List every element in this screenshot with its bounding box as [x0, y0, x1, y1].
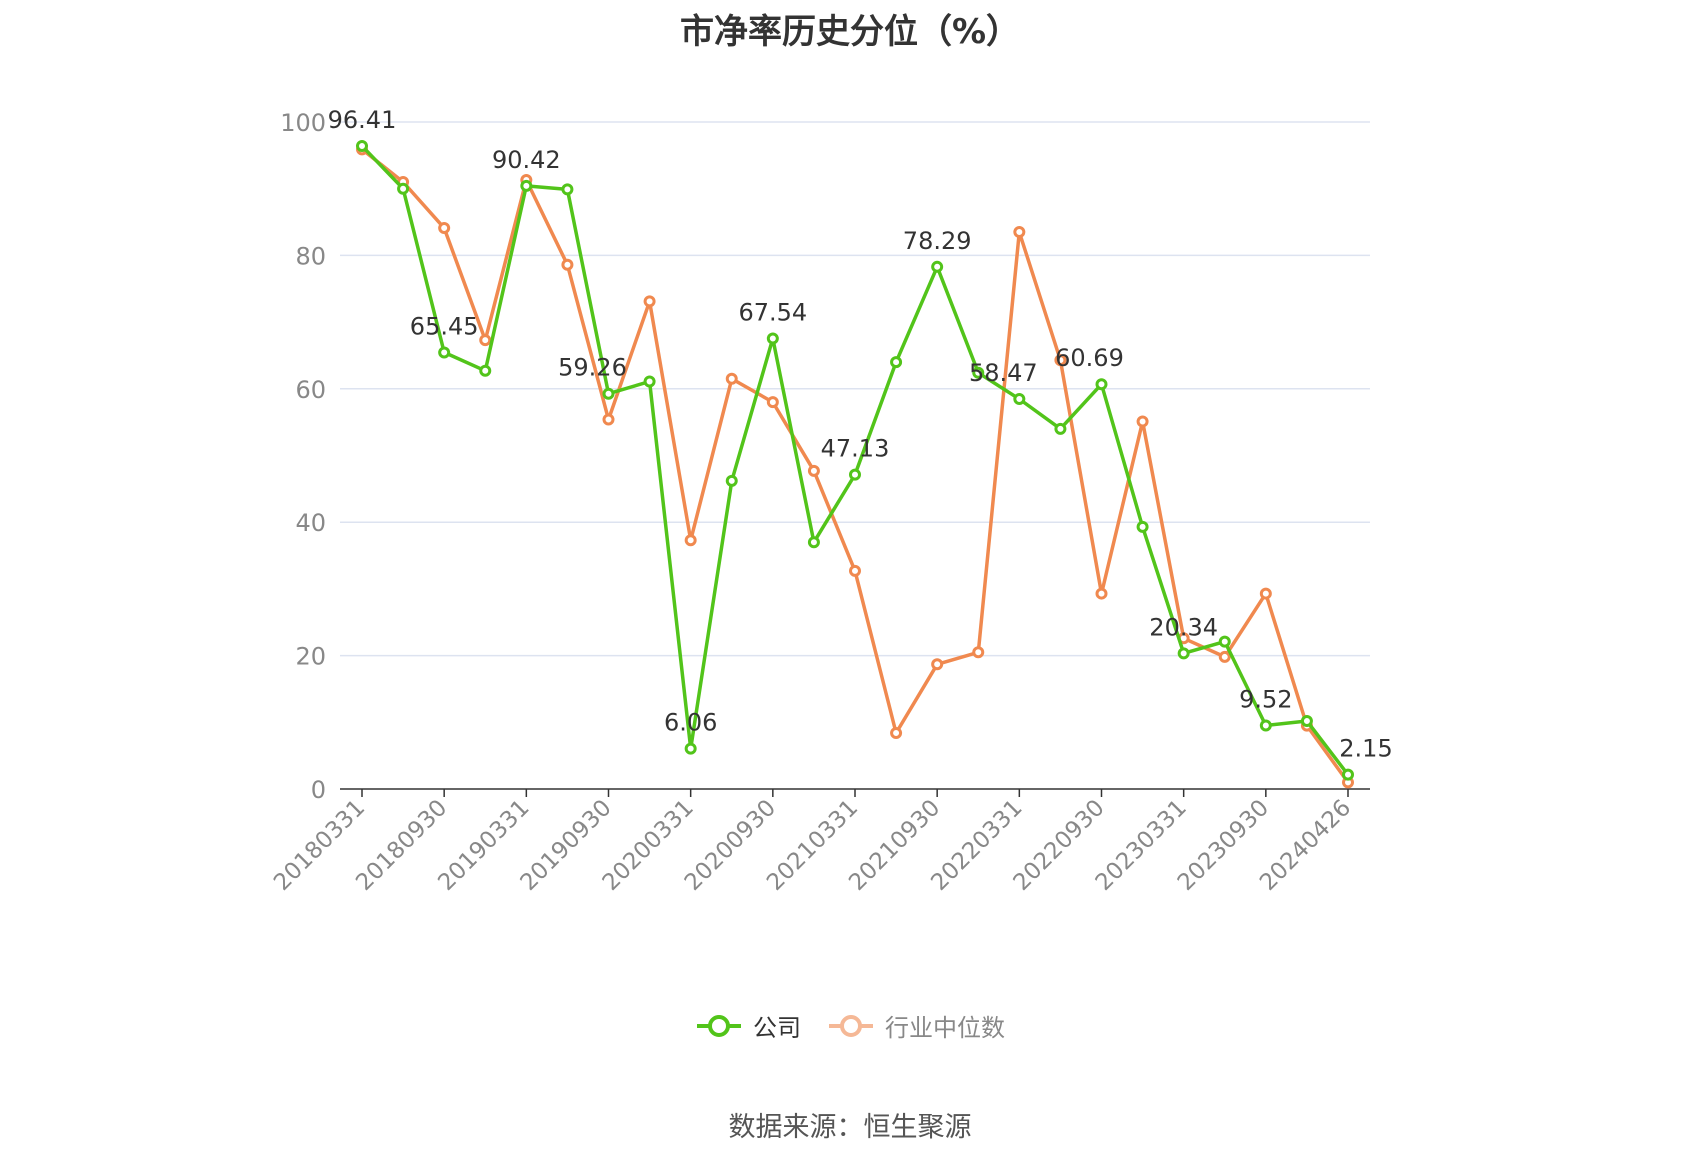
industry-point: [643, 295, 656, 308]
industry-point: [479, 334, 492, 347]
company-point: [890, 356, 903, 369]
y-tick-label: 0: [311, 776, 326, 804]
data-label: 20.34: [1149, 613, 1218, 641]
company-point: [1136, 520, 1149, 533]
company-point: [602, 387, 615, 400]
industry-point: [1259, 587, 1272, 600]
y-tick-label: 20: [295, 643, 326, 671]
legend-item-company[interactable]: 公司: [695, 1008, 801, 1043]
data-label: 59.26: [558, 354, 627, 382]
industry-point: [849, 564, 861, 577]
data-label: 60.69: [1055, 344, 1124, 372]
company-point: [1095, 378, 1108, 391]
y-tick-label: 100: [280, 109, 326, 137]
data-label: 65.45: [410, 312, 479, 340]
series-line-industry: [360, 147, 1350, 784]
company-point: [1300, 714, 1313, 727]
legend-company-icon: [697, 1014, 741, 1037]
industry-point: [807, 464, 820, 477]
industry-point: [1054, 354, 1067, 367]
company-point: [479, 364, 492, 377]
data-label: 6.06: [664, 709, 717, 737]
company-point: [1177, 647, 1190, 660]
data-label: 2.15: [1339, 735, 1392, 763]
company-point: [643, 375, 656, 388]
company-point: [1013, 393, 1026, 406]
company-point: [1259, 719, 1272, 732]
company-point: [931, 260, 944, 273]
industry-point: [1013, 226, 1026, 239]
legend-label-company: 公司: [753, 1014, 801, 1042]
label-layer: 96.41 65.45 90.42 59.26 6.06 67.54 47.13 78.29 5…: [328, 106, 1393, 763]
legend: 公司 行业中位数: [0, 1008, 1700, 1043]
data-label: 90.42: [492, 146, 561, 174]
industry-point: [725, 372, 738, 385]
company-point: [684, 742, 697, 755]
company-point: [561, 183, 574, 196]
company-point: [397, 182, 410, 195]
legend-item-industry[interactable]: 行业中位数: [827, 1008, 1005, 1043]
axis-layer: 0204060801002018033120180930201903312019…: [269, 109, 1370, 896]
industry-point: [684, 534, 697, 547]
company-point: [1054, 422, 1067, 435]
data-label: 96.41: [328, 106, 397, 134]
series-layer: [356, 139, 1354, 789]
chart-title: 市净率历史分位（%）: [679, 12, 1021, 52]
industry-point: [1136, 415, 1149, 428]
company-point: [766, 332, 779, 345]
company-point: [356, 139, 368, 152]
company-point: [520, 179, 533, 192]
company-point: [972, 366, 985, 379]
industry-point: [890, 726, 903, 739]
y-tick-label: 80: [295, 242, 326, 270]
industry-point: [1095, 587, 1108, 600]
company-point: [438, 346, 451, 359]
company-point: [1218, 635, 1231, 648]
company-point: [807, 536, 820, 549]
data-label: 78.29: [903, 227, 972, 255]
industry-point: [931, 658, 944, 671]
company-point: [725, 474, 738, 487]
company-point: [1342, 768, 1354, 781]
y-tick-label: 40: [295, 509, 326, 537]
industry-point: [972, 646, 985, 659]
data-label: 47.13: [821, 435, 890, 463]
legend-label-industry: 行业中位数: [885, 1014, 1005, 1042]
industry-point: [766, 396, 779, 409]
company-point: [849, 468, 861, 481]
data-label: 67.54: [738, 299, 807, 327]
data-label: 58.47: [969, 359, 1038, 387]
data-source: 数据来源：恒生聚源: [728, 1112, 972, 1143]
industry-point: [602, 413, 615, 426]
legend-industry-icon: [829, 1014, 873, 1037]
y-tick-label: 60: [295, 376, 326, 404]
data-label: 9.52: [1239, 686, 1292, 714]
industry-point: [1218, 650, 1231, 663]
industry-point: [561, 258, 574, 271]
industry-point: [438, 222, 451, 235]
